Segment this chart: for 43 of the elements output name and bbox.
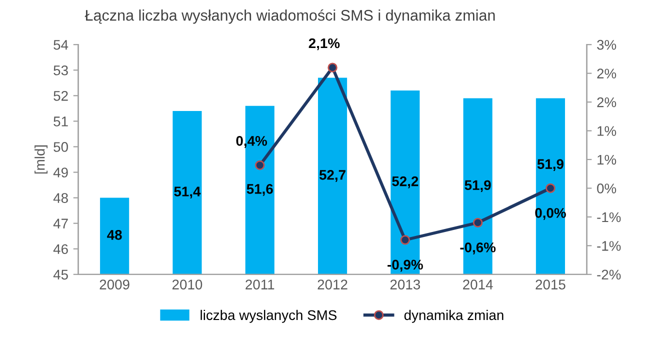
y2-tick-label: -2% — [597, 270, 621, 280]
x-tick-label: 2014 — [463, 280, 493, 290]
y-tick-label: 53 — [54, 65, 68, 76]
y2-tick-label: 2% — [597, 68, 616, 78]
x-tick-label: 2015 — [536, 280, 566, 290]
x-tick-label: 2012 — [318, 280, 348, 290]
y2-tick-label: 0% — [597, 184, 616, 194]
y-tick-label: 52 — [54, 90, 68, 101]
y2-tick-label: 3% — [597, 40, 616, 50]
point — [400, 235, 410, 245]
x-tick-label: 2013 — [390, 280, 420, 290]
data-label: 48 — [107, 230, 122, 240]
y2-tick-label: 1% — [598, 126, 616, 136]
data-label: 52,2 — [392, 176, 418, 188]
point — [472, 218, 483, 228]
y-tick-label: 51 — [54, 116, 68, 126]
data-label: 51,6 — [246, 184, 273, 196]
x-tick-label: 2011 — [246, 280, 274, 290]
y-axis-title: [mld] — [34, 145, 48, 174]
data-label: 51,9 — [537, 159, 564, 171]
data-label: 52,7 — [319, 170, 346, 182]
y2-tick-label: 1% — [598, 154, 616, 165]
y-tick-label: 54 — [54, 40, 68, 50]
y2-tick-label: -1% — [597, 241, 621, 251]
y2-tick-label: -1% — [597, 212, 621, 222]
data-label: 2,1% — [308, 38, 340, 50]
data-label: 51,9 — [464, 180, 491, 192]
legend-label: liczba wyslanych SMS — [200, 310, 337, 323]
y-tick-label: 50 — [54, 142, 68, 152]
chart-title: Łączna liczba wysłanych wiadomości SMS i dynamika zmian — [84, 9, 495, 24]
data-label: 51,4 — [174, 186, 201, 198]
y-tick-label: 45 — [53, 270, 68, 280]
point — [546, 183, 556, 194]
y-tick-label: 49 — [53, 168, 68, 178]
y2-tick-label: 2% — [597, 97, 616, 108]
y-tick-label: 48 — [53, 193, 68, 203]
x-tick-label: 2009 — [100, 280, 130, 290]
legend-label: dynamika zmian — [404, 310, 504, 323]
x-tick-label: 2010 — [172, 280, 202, 290]
y-tick-label: 47 — [53, 218, 68, 228]
point — [328, 62, 338, 72]
y-tick-label: 46 — [53, 244, 68, 254]
point — [255, 160, 265, 170]
